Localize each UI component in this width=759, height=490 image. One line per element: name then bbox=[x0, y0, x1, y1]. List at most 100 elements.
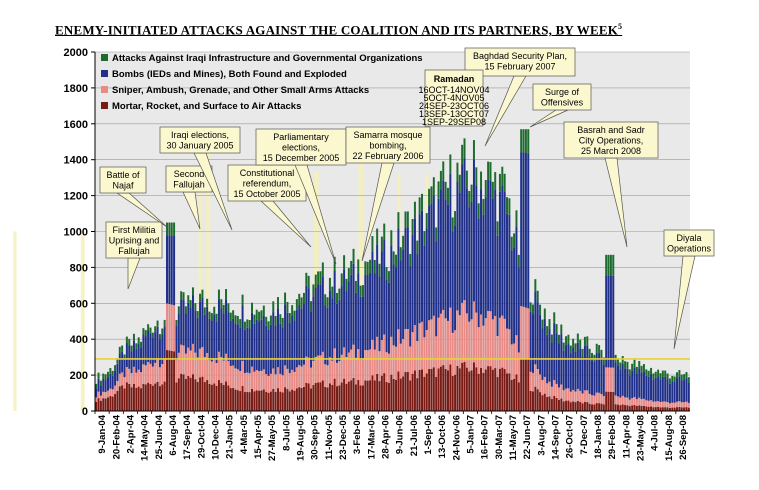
bar-segment bbox=[496, 221, 499, 236]
bar-segment bbox=[156, 326, 159, 360]
bar-segment bbox=[529, 311, 532, 372]
bar-segment bbox=[612, 391, 615, 411]
highlight-band-1 bbox=[80, 231, 85, 411]
bar-segment bbox=[496, 335, 499, 378]
bar-segment bbox=[531, 304, 534, 315]
bar-segment bbox=[123, 377, 126, 389]
bar-segment bbox=[647, 400, 650, 407]
annotation-parliamentary-box bbox=[255, 128, 347, 166]
bar-segment bbox=[409, 266, 412, 347]
bar-segment bbox=[149, 363, 152, 384]
annotation-battle-najaf-text: Najaf bbox=[112, 181, 134, 191]
bar-segment bbox=[182, 300, 185, 346]
bar-segment bbox=[352, 263, 355, 345]
bar-segment bbox=[397, 212, 400, 229]
bar-segment bbox=[583, 401, 586, 411]
x-tick-label: 3-Aug-07 bbox=[536, 415, 547, 456]
x-tick-label: 17-Mar-06 bbox=[366, 415, 377, 459]
bar-segment bbox=[376, 244, 379, 337]
bar-segment bbox=[489, 180, 492, 312]
bar-segment bbox=[520, 129, 523, 153]
bar-segment bbox=[312, 284, 315, 297]
bar-segment bbox=[642, 371, 645, 399]
bar-segment bbox=[109, 373, 112, 389]
bar-segment bbox=[369, 349, 372, 381]
bar-segment bbox=[489, 311, 492, 367]
x-tick-label: 27-May-05 bbox=[267, 414, 278, 461]
bar-segment bbox=[201, 347, 204, 377]
bar-segment bbox=[687, 382, 690, 403]
ramadan-title: Ramadan bbox=[434, 74, 475, 84]
highlight-band-0 bbox=[13, 231, 17, 411]
bar-segment bbox=[253, 323, 256, 372]
bar-segment bbox=[579, 339, 582, 349]
bar-segment bbox=[550, 334, 553, 343]
x-tick-label: 17-Sep-04 bbox=[182, 414, 193, 460]
ramadan-date: 24SEP-23OCT06 bbox=[419, 101, 489, 111]
bar-segment bbox=[208, 318, 211, 361]
bar-segment bbox=[156, 320, 159, 327]
bar-segment bbox=[97, 398, 100, 411]
gridlines bbox=[95, 51, 690, 376]
bar-segment bbox=[475, 185, 478, 313]
bar-segment bbox=[97, 378, 100, 392]
bar-segment bbox=[144, 365, 147, 385]
bar-segment bbox=[439, 170, 442, 190]
bar-segment bbox=[267, 329, 270, 376]
bar-segment bbox=[281, 327, 284, 376]
bar-segment bbox=[510, 236, 513, 251]
bar-segment bbox=[631, 405, 634, 411]
bar-segment bbox=[600, 349, 603, 358]
bar-segment bbox=[385, 279, 388, 353]
bar-segment bbox=[487, 180, 490, 311]
bar-segment bbox=[598, 345, 601, 354]
bar-segment bbox=[395, 267, 398, 347]
bar-segment bbox=[510, 379, 513, 411]
bar-segment bbox=[317, 271, 320, 285]
bar-segment bbox=[598, 353, 601, 393]
x-tick-label: 10-Dec-04 bbox=[210, 414, 221, 460]
bar-segment bbox=[95, 388, 98, 398]
bar-segment bbox=[251, 302, 254, 313]
bar-segment bbox=[253, 314, 256, 324]
bar-segment bbox=[591, 404, 594, 411]
bar-segment bbox=[503, 318, 506, 370]
bar-segment bbox=[229, 320, 232, 366]
bar-segment bbox=[336, 362, 339, 387]
bar-segment bbox=[442, 161, 445, 181]
bar-segment bbox=[626, 361, 629, 369]
bar-segment bbox=[588, 393, 591, 404]
bar-segment bbox=[97, 391, 100, 399]
bar-segment bbox=[600, 403, 603, 411]
bar-segment bbox=[402, 249, 405, 339]
x-tick-label: 4-Mar-05 bbox=[239, 414, 250, 454]
ramadan-date: 13SEP-13OCT07 bbox=[419, 109, 489, 119]
bar-segment bbox=[673, 407, 676, 411]
bar-segment bbox=[543, 376, 546, 394]
bar-segment bbox=[614, 362, 617, 396]
bar-segment bbox=[404, 329, 407, 372]
bar-segment bbox=[194, 303, 197, 311]
bar-segment bbox=[508, 214, 511, 330]
bar-segment bbox=[371, 251, 374, 340]
bar-segment bbox=[302, 386, 305, 411]
bar-segment bbox=[166, 303, 169, 351]
bar-segment bbox=[109, 396, 112, 411]
x-tick-label: 14-Sep-07 bbox=[550, 415, 561, 460]
legend-label: Bombs (IEDs and Mines), Both Found and E… bbox=[112, 69, 347, 80]
annotation-first-militia-text: Fallujah bbox=[118, 246, 150, 256]
bar-segment bbox=[324, 294, 327, 306]
x-tick-label: 13-Oct-06 bbox=[437, 415, 448, 458]
annotation-samarra-text: bombing, bbox=[369, 141, 406, 151]
bar-segment bbox=[279, 373, 282, 392]
bar-segment bbox=[199, 348, 202, 378]
bar-segment bbox=[213, 306, 216, 315]
bar-segment bbox=[364, 261, 367, 275]
bar-segment bbox=[659, 407, 662, 411]
bar-segment bbox=[482, 372, 485, 411]
bar-segment bbox=[154, 362, 157, 384]
bar-segment bbox=[484, 318, 487, 370]
bar-segment bbox=[158, 339, 161, 368]
bar-segment bbox=[572, 401, 575, 411]
